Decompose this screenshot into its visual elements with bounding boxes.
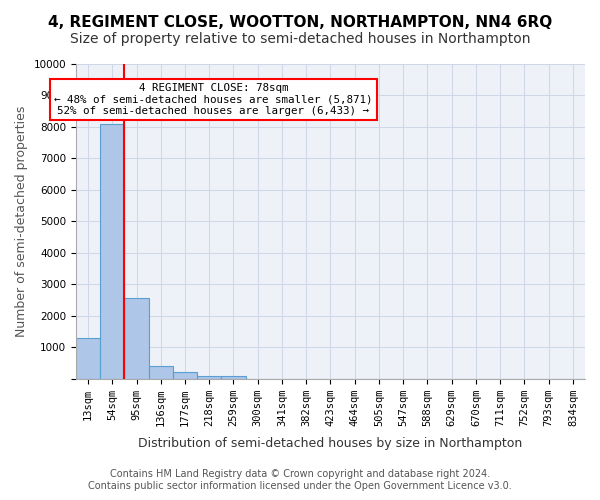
- Text: Size of property relative to semi-detached houses in Northampton: Size of property relative to semi-detach…: [70, 32, 530, 46]
- Bar: [173, 372, 197, 378]
- Text: 4 REGIMENT CLOSE: 78sqm
← 48% of semi-detached houses are smaller (5,871)
52% of: 4 REGIMENT CLOSE: 78sqm ← 48% of semi-de…: [54, 83, 373, 116]
- X-axis label: Distribution of semi-detached houses by size in Northampton: Distribution of semi-detached houses by …: [139, 437, 523, 450]
- Bar: [149, 366, 173, 378]
- Text: Contains HM Land Registry data © Crown copyright and database right 2024.
Contai: Contains HM Land Registry data © Crown c…: [88, 470, 512, 491]
- Text: 4, REGIMENT CLOSE, WOOTTON, NORTHAMPTON, NN4 6RQ: 4, REGIMENT CLOSE, WOOTTON, NORTHAMPTON,…: [48, 15, 552, 30]
- Bar: [124, 298, 149, 378]
- Bar: [76, 338, 100, 378]
- Bar: [100, 124, 124, 378]
- Bar: [197, 376, 221, 378]
- Y-axis label: Number of semi-detached properties: Number of semi-detached properties: [15, 106, 28, 337]
- Bar: [221, 376, 245, 378]
